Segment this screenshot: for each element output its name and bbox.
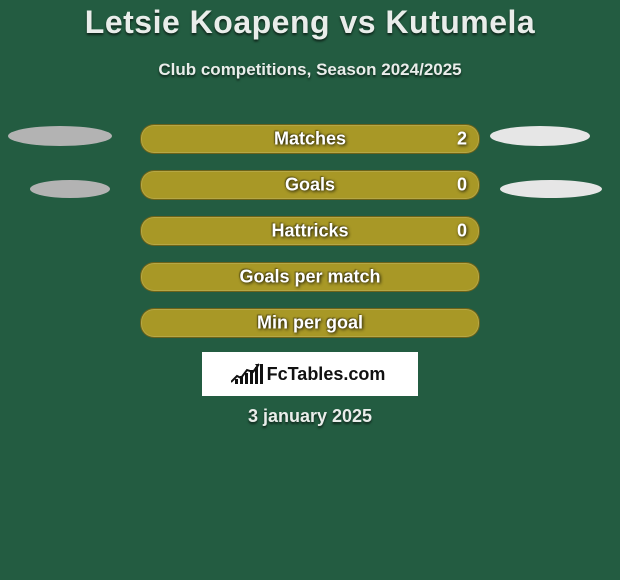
trend-line-icon [231,362,261,384]
stat-right-value: 0 [457,175,467,196]
stat-label: Min per goal [141,313,479,334]
stat-right-value: 2 [457,129,467,150]
branding-text: FcTables.com [267,364,386,385]
stat-row-goals-per-match: Goals per match [140,262,480,292]
branding-box: FcTables.com [202,352,418,396]
stat-row-min-per-goal: Min per goal [140,308,480,338]
accent-right-2 [500,180,602,198]
branding-bars-icon [235,364,263,384]
stat-row-goals: Goals 0 [140,170,480,200]
comparison-canvas: Letsie Koapeng vs Kutumela Club competit… [0,0,620,580]
stat-row-hattricks: Hattricks 0 [140,216,480,246]
stat-label: Goals per match [141,267,479,288]
accent-left-1 [8,126,112,146]
date-label: 3 january 2025 [0,406,620,427]
stat-right-value: 0 [457,221,467,242]
stat-label: Hattricks [141,221,479,242]
stat-label: Goals [141,175,479,196]
accent-left-2 [30,180,110,198]
stat-row-matches: Matches 2 [140,124,480,154]
stat-label: Matches [141,129,479,150]
accent-right-1 [490,126,590,146]
page-subtitle: Club competitions, Season 2024/2025 [0,60,620,80]
page-title: Letsie Koapeng vs Kutumela [0,4,620,41]
